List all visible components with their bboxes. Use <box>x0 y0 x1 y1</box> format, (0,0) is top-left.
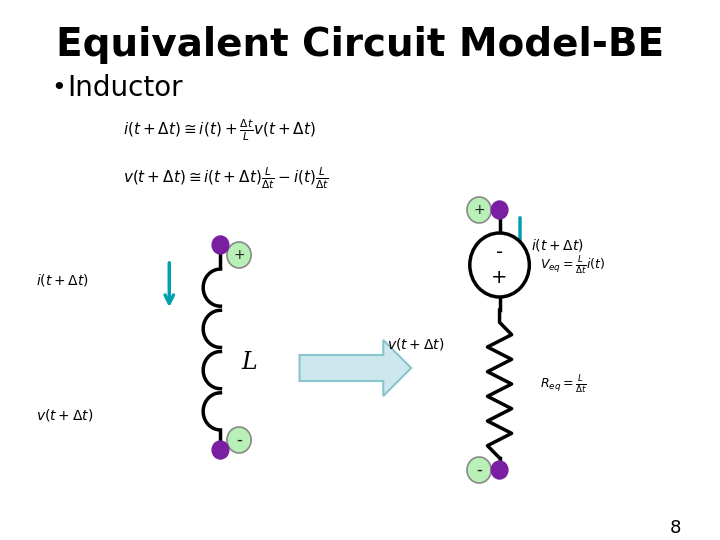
Circle shape <box>467 457 491 483</box>
Text: $i(t+\Delta t)\cong i(t)+\frac{\Delta t}{L}v(t+\Delta t)$: $i(t+\Delta t)\cong i(t)+\frac{\Delta t}… <box>122 117 315 143</box>
Text: -: - <box>236 431 242 449</box>
Text: •: • <box>51 76 66 100</box>
Circle shape <box>227 242 251 268</box>
Text: +: + <box>473 203 485 217</box>
Circle shape <box>212 441 229 459</box>
Text: Inductor: Inductor <box>67 74 183 102</box>
Circle shape <box>467 197 491 223</box>
Text: $v(t+\Delta t)$: $v(t+\Delta t)$ <box>387 336 444 353</box>
Text: $i(t+\Delta t)$: $i(t+\Delta t)$ <box>36 272 89 288</box>
Text: +: + <box>491 268 508 287</box>
Text: -: - <box>476 461 482 479</box>
Text: +: + <box>233 248 245 262</box>
Circle shape <box>491 461 508 479</box>
Circle shape <box>227 427 251 453</box>
Text: $v(t+\Delta t)$: $v(t+\Delta t)$ <box>36 407 94 423</box>
Text: $V_{eq}=\frac{L}{\Delta t}i(t)$: $V_{eq}=\frac{L}{\Delta t}i(t)$ <box>541 254 606 276</box>
Polygon shape <box>300 340 411 396</box>
Circle shape <box>212 236 229 254</box>
Circle shape <box>469 233 529 297</box>
Text: $R_{eq}=\frac{L}{\Delta t}$: $R_{eq}=\frac{L}{\Delta t}$ <box>541 373 588 395</box>
Text: $v(t+\Delta t)\cong i(t+\Delta t)\frac{L}{\Delta t}-i(t)\frac{L}{\Delta t}$: $v(t+\Delta t)\cong i(t+\Delta t)\frac{L… <box>122 165 329 191</box>
Text: L: L <box>241 351 256 374</box>
Text: $i(t+\Delta t)$: $i(t+\Delta t)$ <box>531 237 584 253</box>
Circle shape <box>491 201 508 219</box>
Text: 8: 8 <box>670 519 681 537</box>
Text: -: - <box>496 244 503 262</box>
Text: Equivalent Circuit Model-BE: Equivalent Circuit Model-BE <box>56 26 664 64</box>
